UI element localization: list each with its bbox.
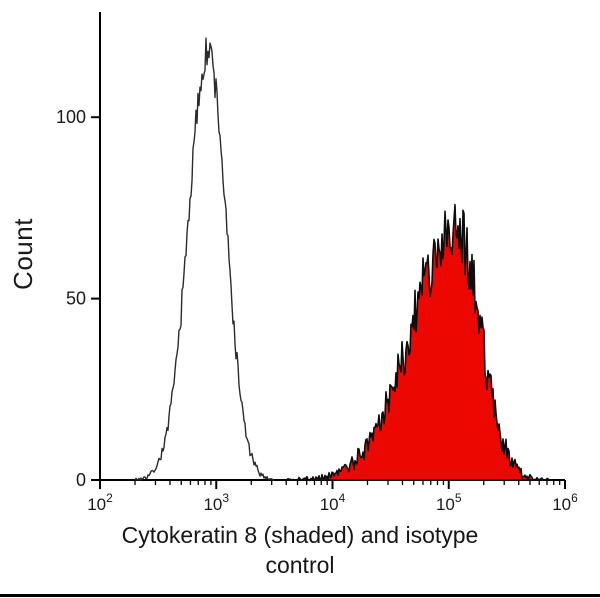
x-axis-caption-line1: Cytokeratin 8 (shaded) and isotype: [121, 522, 479, 548]
x-axis-caption: Cytokeratin 8 (shaded) and isotype contr…: [0, 520, 600, 581]
y-axis-label: Count: [8, 218, 38, 290]
flow-cytometry-histogram: 0 50 100 102 103 104 105 106 Count: [8, 12, 578, 510]
y-tick-label: 0: [76, 470, 86, 490]
x-tick-label: 106: [552, 491, 578, 510]
bottom-rule: [0, 594, 600, 597]
y-tick-label: 100: [56, 107, 86, 127]
x-tick-label: 104: [320, 491, 346, 510]
x-axis-caption-line2: control: [265, 552, 335, 579]
x-tick-label: 103: [203, 491, 229, 510]
cytokeratin8-shaded-curve: [285, 203, 552, 481]
x-tick-label: 105: [436, 491, 462, 510]
chart-canvas: 0 50 100 102 103 104 105 106: [56, 12, 578, 510]
isotype-control-curve: [134, 37, 274, 481]
x-tick-label: 102: [87, 491, 113, 510]
y-tick-label: 50: [66, 289, 86, 309]
